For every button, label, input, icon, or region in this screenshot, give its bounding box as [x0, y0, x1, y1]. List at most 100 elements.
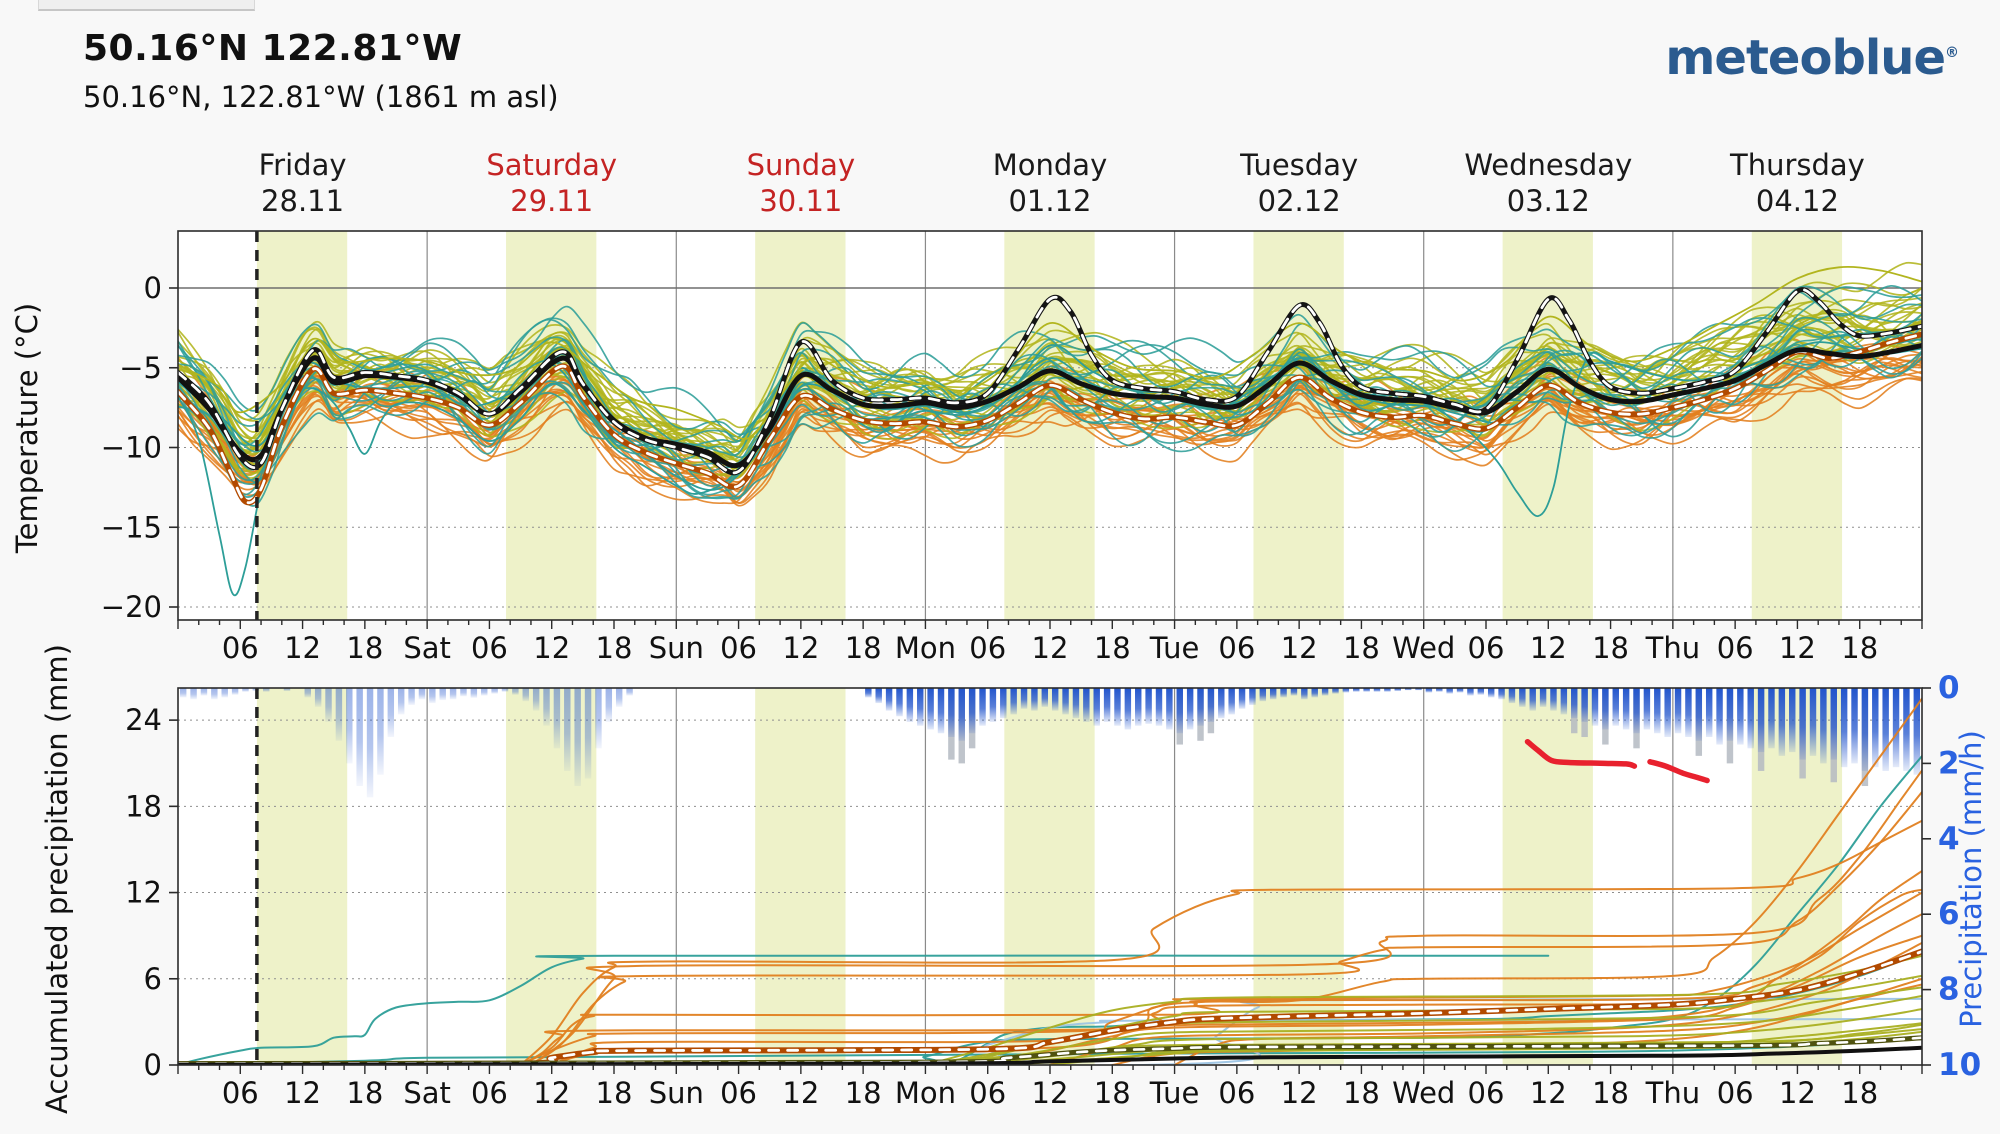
precip-bar — [906, 688, 914, 722]
precip-bar — [1851, 688, 1858, 764]
accum-precip-orange — [519, 888, 1922, 1065]
precip-bar — [543, 688, 550, 726]
precip-bar — [1809, 688, 1817, 756]
red-marker-line — [1647, 759, 1710, 784]
precip-bar — [1820, 688, 1827, 764]
precip-bar — [1311, 688, 1318, 698]
precip-bar — [1249, 688, 1256, 705]
precip-bar — [221, 688, 228, 698]
precip-bar — [1093, 688, 1100, 726]
precip-bar — [429, 688, 436, 704]
accum-precip-orange — [530, 769, 1922, 1065]
precip-bar — [1000, 688, 1007, 719]
precip-bar — [564, 688, 571, 771]
precip-bar — [948, 688, 955, 738]
x-tick-label: 12 — [284, 631, 321, 665]
x-day-label: Wed — [1392, 1076, 1455, 1110]
x-tick-label: 18 — [845, 1076, 882, 1110]
precip-bar — [979, 688, 986, 726]
precip-bar — [1882, 688, 1889, 771]
day-date-label: 30.11 — [759, 184, 842, 218]
precip-bar — [1872, 688, 1879, 768]
ensemble-member-teal — [178, 285, 1922, 447]
precip-bar — [460, 688, 467, 697]
x-day-label: Tue — [1149, 1076, 1200, 1110]
rate-ytick-label: 0 — [1938, 670, 1960, 706]
x-tick-label: 12 — [782, 1076, 819, 1110]
precip-bar — [1176, 688, 1183, 734]
precip-bar — [1269, 688, 1277, 700]
precip-bar — [1145, 688, 1152, 724]
precip-bar — [1830, 688, 1837, 760]
accum-precip-teal — [178, 954, 1550, 1065]
model-mean-lower-dashed — [178, 332, 1922, 505]
daylight-band — [1751, 688, 1843, 1065]
precip-bar — [190, 688, 197, 700]
daylight-band — [1253, 688, 1344, 1065]
x-tick-label: 06 — [471, 1076, 508, 1110]
precip-bar — [1062, 688, 1069, 715]
x-day-label: Thu — [1645, 1076, 1700, 1110]
precip-bar — [1301, 688, 1308, 700]
x-tick-label: 18 — [1841, 631, 1878, 665]
precip-bar — [1041, 688, 1049, 707]
x-tick-label: 12 — [1032, 1076, 1069, 1110]
accum-precip-teal — [178, 1038, 1922, 1065]
x-tick-label: 18 — [1592, 631, 1629, 665]
precip-bar — [584, 688, 592, 779]
x-tick-label: 18 — [346, 1076, 383, 1110]
precip-bar — [1571, 688, 1578, 719]
day-date-label: 04.12 — [1756, 184, 1839, 218]
precip-bar — [1903, 688, 1910, 771]
rate-ytick-label: 2 — [1938, 745, 1960, 781]
precip-bar — [1560, 688, 1568, 715]
x-tick-label: 12 — [1779, 631, 1816, 665]
precip-bar — [377, 688, 384, 775]
precip-bar — [1477, 688, 1485, 695]
precip-bar — [346, 688, 353, 764]
precip-bar — [1259, 688, 1267, 702]
precip-bar — [1737, 688, 1744, 745]
precip-bar — [896, 688, 903, 717]
model-mean-upper-dashed — [178, 288, 1922, 475]
precip-bar — [449, 688, 457, 700]
page-subtitle: 50.16°N, 122.81°W (1861 m asl) — [83, 80, 559, 114]
precip-bar — [1705, 688, 1713, 738]
meteoblue-logo: meteoblue® — [1665, 30, 1959, 86]
day-name-label: Tuesday — [1239, 148, 1358, 182]
precip-bar — [1519, 688, 1526, 707]
temp-ytick-label: −10 — [101, 431, 162, 465]
day-date-label: 29.11 — [510, 184, 593, 218]
x-tick-label: 12 — [1779, 1076, 1816, 1110]
precip-bar — [1664, 688, 1671, 738]
precip-bar — [1840, 688, 1848, 768]
accum-precip-olive — [862, 1023, 1922, 1065]
precip-bar — [512, 688, 519, 695]
x-day-label: Sun — [649, 1076, 704, 1110]
x-tick-label: 12 — [782, 631, 819, 665]
x-tick-label: 06 — [969, 1076, 1006, 1110]
precip-bar — [1363, 688, 1370, 692]
precip-bar — [1228, 688, 1235, 715]
x-day-label: Mon — [895, 631, 956, 665]
precip-bar — [1186, 688, 1194, 730]
x-tick-label: 06 — [1468, 631, 1505, 665]
x-tick-label: 18 — [346, 631, 383, 665]
precip-bar — [1799, 688, 1806, 760]
precip-bar — [200, 688, 208, 696]
precip-bar — [1612, 688, 1619, 726]
precip-bar — [615, 688, 623, 707]
precip-bar — [1654, 688, 1661, 734]
acc-ytick-label: 6 — [144, 962, 162, 996]
precip-bar — [470, 688, 478, 698]
meteoblue-logo-text: meteoblue — [1665, 30, 1946, 86]
x-tick-label: 12 — [1032, 631, 1069, 665]
day-name-label: Monday — [993, 148, 1108, 182]
precip-bar — [1892, 688, 1900, 768]
x-tick-label: 18 — [1343, 1076, 1380, 1110]
x-tick-label: 18 — [1592, 1076, 1629, 1110]
accum-mean-orange-dashed — [178, 950, 1922, 1065]
precip-bar — [1602, 688, 1609, 730]
precip-bar — [968, 688, 976, 734]
